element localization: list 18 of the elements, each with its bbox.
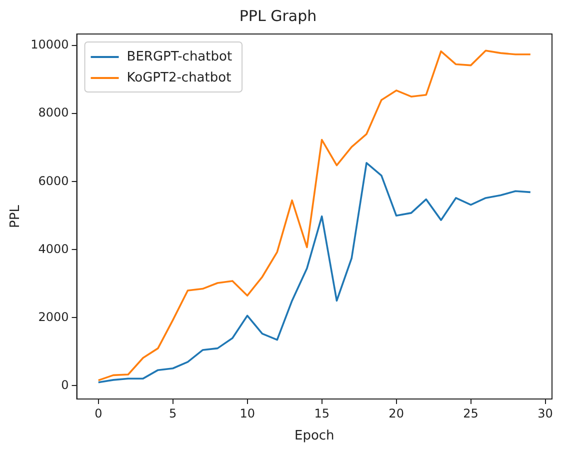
y-tick-label: 10000 <box>30 38 69 52</box>
x-tick-label: 30 <box>538 406 553 420</box>
y-tick-label: 4000 <box>38 242 69 256</box>
x-tick-label: 0 <box>94 406 102 420</box>
x-axis-title: Epoch <box>294 428 334 444</box>
x-tick-label: 10 <box>240 406 255 420</box>
legend-label: KoGPT2-chatbot <box>126 70 232 86</box>
x-tick-label: 20 <box>388 406 404 420</box>
y-axis-title: PPL <box>8 204 24 228</box>
y-tick-label: 8000 <box>38 106 69 120</box>
x-tick-label: 25 <box>463 406 478 420</box>
y-tick-label: 2000 <box>38 310 69 324</box>
legend-label: BERGPT-chatbot <box>126 49 232 64</box>
chart-title: PPL Graph <box>239 6 317 25</box>
x-tick-label: 5 <box>169 406 177 420</box>
y-tick-label: 6000 <box>38 174 69 188</box>
x-tick-label: 15 <box>314 406 330 420</box>
y-tick-label: 0 <box>61 378 69 392</box>
